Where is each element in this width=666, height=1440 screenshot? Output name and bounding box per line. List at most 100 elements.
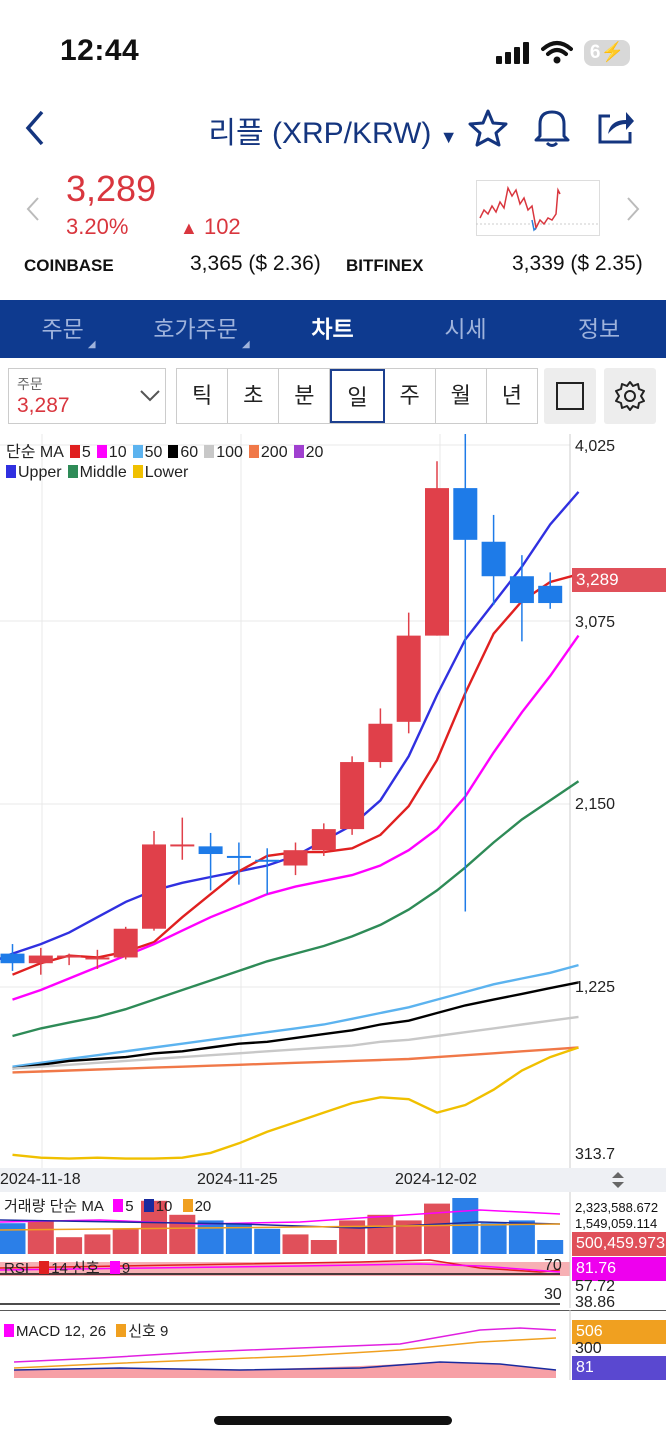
- resize-handle-icon[interactable]: [610, 1171, 626, 1189]
- period-second[interactable]: 초: [228, 369, 280, 423]
- volume-legend: 거래량 단순 MA 5 10 20: [4, 1195, 211, 1216]
- ma-line-60: [12, 981, 579, 1070]
- layout-toggle-button[interactable]: [544, 368, 596, 424]
- ma-line-50: [12, 963, 579, 1068]
- band-legend-label: Lower: [144, 464, 189, 481]
- volume-bar: [282, 1234, 309, 1254]
- rsi-level-label: 70: [544, 1257, 562, 1274]
- volume-ma-label: 5: [125, 1198, 134, 1215]
- volume-ma-label: 10: [155, 1198, 173, 1215]
- period-year[interactable]: 년: [501, 383, 523, 408]
- alert-bell-icon[interactable]: [532, 106, 572, 148]
- volume-axis-label: 1,549,059.114: [575, 1216, 658, 1231]
- ma-legend-title: 단순 MA: [6, 444, 64, 461]
- band-legend: Upper Middle Lower: [0, 464, 188, 482]
- macd-signal-line: [13, 1337, 557, 1369]
- legend-swatch: [204, 445, 215, 458]
- tab-order-label: 주문: [41, 316, 84, 342]
- macd-tag: 506: [572, 1320, 666, 1344]
- price-axis-label: 2,150: [575, 796, 616, 813]
- rsi-legend-title: RSI: [4, 1260, 30, 1277]
- home-indicator: [214, 1416, 452, 1425]
- volume-bar: [56, 1237, 83, 1254]
- macd-legend-title: MACD 12, 26: [16, 1323, 107, 1340]
- ma-line-middle: [12, 780, 580, 1038]
- next-coin-icon[interactable]: [624, 196, 642, 222]
- previous-coin-icon[interactable]: [24, 196, 42, 222]
- volume-bar: [0, 1223, 26, 1254]
- current-price-tag: 3,289: [572, 568, 666, 592]
- candle-body: [311, 829, 336, 851]
- ma-legend-label: 60: [180, 444, 199, 461]
- section-tab-bar: [0, 300, 666, 358]
- price-axis-label: 4,025: [575, 438, 616, 455]
- candle-body: [198, 846, 223, 855]
- dropdown-caret-icon: ▼: [439, 127, 458, 147]
- exchange-value-coinbase: 3,365 ($ 2.36): [190, 252, 321, 275]
- candle-body: [538, 585, 563, 604]
- tab-corner-icon: ◢: [87, 339, 96, 350]
- current-price: 3,289: [66, 168, 157, 209]
- volume-ma-5: [0, 1209, 561, 1225]
- ma-line-upper: [0, 491, 580, 960]
- macd-signal-label: 신호: [128, 1323, 156, 1340]
- legend-swatch: [109, 1261, 120, 1274]
- back-arrow-icon[interactable]: [22, 108, 48, 148]
- ma-line-lower: [12, 1046, 579, 1160]
- volume-bar: [27, 1220, 54, 1254]
- coin-title-dropdown[interactable]: 리플 (XRP/KRW) ▼: [0, 108, 666, 152]
- tab-info[interactable]: 정보: [577, 316, 621, 342]
- tab-chart[interactable]: 차트: [311, 316, 354, 342]
- price-axis-label: 3,075: [575, 614, 616, 631]
- order-select[interactable]: 주문 3,287: [8, 368, 166, 424]
- ma-legend-label: 5: [81, 444, 91, 461]
- price-axis-label: 313.7: [575, 1146, 616, 1163]
- volume-axis-label: 2,323,588.672: [575, 1200, 659, 1215]
- legend-swatch: [293, 445, 304, 458]
- period-week[interactable]: 주: [385, 369, 436, 423]
- legend-swatch: [248, 445, 259, 458]
- price-axis-label: 1,225: [575, 979, 616, 996]
- candle-body: [142, 844, 166, 929]
- ma-line-100: [12, 1015, 579, 1070]
- legend-swatch: [132, 465, 143, 478]
- candle-body: [0, 953, 25, 964]
- battery-level: 6: [589, 42, 601, 63]
- volume-bar: [197, 1220, 224, 1254]
- square-icon: [556, 382, 584, 410]
- candle-body: [113, 928, 138, 958]
- candle-body: [170, 844, 195, 847]
- candle-body: [396, 635, 421, 722]
- period-day[interactable]: 일: [330, 369, 385, 423]
- exchange-name-bitfinex: BITFINEX: [346, 256, 424, 275]
- legend-swatch: [143, 1199, 154, 1212]
- battery-indicator: 6⚡: [584, 40, 630, 66]
- volume-bar: [112, 1228, 139, 1254]
- status-time: 12:44: [60, 34, 140, 67]
- period-tick[interactable]: 틱: [177, 369, 229, 423]
- volume-ma-label: 20: [194, 1198, 212, 1215]
- coin-title: 리플 (XRP/KRW): [208, 117, 432, 150]
- legend-swatch: [67, 465, 78, 478]
- change-amount: ▲ 102: [180, 214, 241, 240]
- period-month[interactable]: 월: [436, 369, 487, 423]
- band-legend-label: Middle: [79, 464, 127, 481]
- ma-legend-label: 20: [305, 444, 324, 461]
- tab-market[interactable]: 시세: [444, 316, 487, 342]
- ma-line-5: [12, 573, 579, 976]
- tab-order[interactable]: 주문◢: [0, 300, 133, 358]
- period-minute[interactable]: 분: [279, 369, 331, 423]
- change-amount-value: 102: [203, 214, 241, 239]
- candle-body: [226, 855, 251, 858]
- price-chart[interactable]: [0, 434, 666, 1170]
- rsi-level-label: 30: [544, 1286, 562, 1303]
- favorite-star-icon[interactable]: [468, 108, 508, 148]
- chart-settings-button[interactable]: [604, 368, 656, 424]
- chevron-down-icon: [140, 390, 160, 402]
- legend-swatch: [168, 445, 179, 458]
- share-icon[interactable]: [596, 108, 636, 146]
- tab-quote-order[interactable]: 호가주문◢: [133, 300, 266, 358]
- date-label: 2024-11-25: [197, 1171, 278, 1188]
- macd-axis-label: 300: [575, 1340, 602, 1357]
- volume-bar: [508, 1220, 535, 1254]
